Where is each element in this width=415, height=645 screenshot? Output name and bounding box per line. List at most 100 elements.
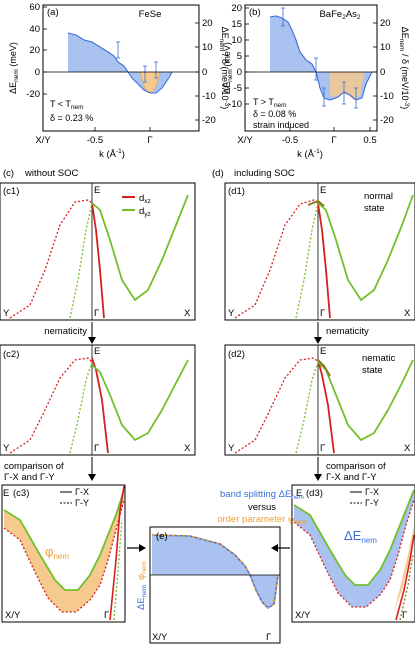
arrow-d1-d2-text: nematicity: [326, 326, 369, 337]
panel-c1-frame: [0, 182, 196, 321]
panel-a-xlabel: k (Å-1): [99, 148, 125, 160]
panel-b-cond2: δ = 0.08 %: [253, 109, 296, 119]
panel-a-ytick-1: 40: [29, 24, 40, 35]
legend-dyz-label: dyz: [139, 206, 151, 218]
c-header-label: (c): [3, 168, 14, 179]
panel-b-ylabel-right: ΔEnem / δ (meV/10-3): [398, 27, 410, 109]
panel-e-label: (e): [156, 531, 168, 542]
panel-b-xtick-1: -0.5: [282, 135, 298, 146]
panel-d1: (d1) E Y Γ X normal state: [224, 182, 415, 321]
panel-e-blue-fill: [152, 535, 250, 575]
panel-a-xtick-2: Γ: [147, 135, 152, 146]
panel-b-rtick-4: -20: [380, 115, 394, 126]
panel-b-ytick-4: 0: [237, 67, 242, 78]
panel-b-cond3: strain induced: [253, 120, 309, 130]
panel-c1-X: X: [184, 308, 191, 319]
panel-c3-orange-fill: [4, 490, 124, 612]
panel-a-cond1: T < Tnem: [50, 99, 84, 111]
panel-c2-E: E: [94, 346, 100, 357]
arrows-into-e: [127, 544, 290, 552]
panel-c3-phi: φnem: [45, 544, 69, 561]
panel-a-rtick-1: 10: [202, 42, 213, 53]
d-header-text: including SOC: [234, 168, 295, 179]
panel-b-ytick-2: 10: [231, 35, 242, 46]
panel-d2-note1: nematic: [362, 353, 396, 364]
legend-dxz-label: dxz: [139, 193, 151, 205]
panel-a-frame: [42, 4, 200, 132]
panel-d3-blue-fill: [294, 490, 414, 607]
panel-d1-X: X: [404, 308, 411, 319]
panel-b-cond1: T > Tnem: [253, 97, 287, 109]
panel-c1-E: E: [94, 185, 100, 196]
arrow-c2-c3-text2: Γ-X and Γ-Y: [4, 472, 55, 483]
panel-c2: (c2) E Y Γ X: [0, 344, 196, 456]
panel-a-xtick-0: X/Y: [35, 135, 51, 146]
panel-d3-legend-dotted: Γ-Y: [365, 498, 379, 508]
arrow-c1-c2: nematicity: [44, 322, 96, 344]
panel-c3-label: (c3): [13, 488, 29, 499]
panel-c2-Y: Y: [3, 443, 10, 454]
panel-d3-label: (d3): [306, 488, 323, 499]
panel-d2-X: X: [404, 443, 411, 454]
panel-e: band splitting ΔEnem versus order parame…: [136, 489, 307, 644]
panel-b-material: BaFe2As2: [319, 9, 360, 21]
panel-a-ylabel-right: ΔEnem / δ (meV/10-3): [218, 27, 230, 109]
panel-a-ytick-4: -20: [26, 89, 40, 100]
panel-c2-label: (c2): [3, 349, 19, 360]
panel-a-label: (a): [47, 7, 59, 18]
panel-a-material: FeSe: [139, 9, 162, 20]
panel-c3-E: E: [3, 488, 9, 499]
arrow-c2-c3: comparison of Γ-X and Γ-Y: [4, 457, 96, 483]
panel-b-frame: [244, 4, 378, 132]
panel-d3-gamma: Γ: [402, 610, 407, 621]
panel-a-ytick-0: 60: [29, 2, 40, 13]
panel-b-xtick-3: 0.5: [363, 135, 376, 146]
panel-b-rtick-0: 20: [380, 18, 391, 29]
panel-d3-XY: X/Y: [295, 610, 311, 621]
arrow-d2-d3: comparison of Γ-X and Γ-Y: [314, 457, 386, 483]
panel-e-title1: band splitting ΔEnem: [220, 489, 304, 501]
panel-b-rtick-3: -10: [380, 91, 394, 102]
panel-d2-note2: state: [362, 365, 383, 376]
panel-b-ytick-5: -5: [234, 83, 242, 94]
panel-b-left-ticks: 20 15 10 5 0 -5 -10: [228, 3, 249, 110]
panel-b-ylabel-left: ΔEnem (meV): [222, 42, 234, 94]
panel-b-x-ticks: X/Y -0.5 Γ 0.5: [237, 127, 377, 146]
arrow-d1-d2: nematicity: [314, 322, 369, 344]
panel-d1-frame: [224, 182, 415, 321]
panel-d2-label: (d2): [228, 349, 245, 360]
panel-a-x-ticks: X/Y -0.5 Γ: [35, 127, 153, 146]
panel-a-error-bars: [116, 41, 158, 83]
panel-d2-E: E: [320, 346, 326, 357]
panel-e-title3: order parameter φnem: [217, 514, 307, 526]
panel-d2-gamma: Γ: [320, 443, 325, 454]
panel-c3-legend-solid: Γ-X: [75, 487, 89, 497]
panel-a-xtick-1: -0.5: [87, 135, 103, 146]
panel-c3-XY: X/Y: [5, 610, 21, 621]
c-header-text: without SOC: [24, 168, 78, 179]
panel-d2-Y: Y: [228, 443, 235, 454]
panel-d3-delta: ΔEnem: [344, 528, 377, 545]
panel-b-rtick-1: 10: [380, 42, 391, 53]
panel-b-ytick-3: 5: [237, 51, 242, 62]
arrow-d2-d3-text2: Γ-X and Γ-Y: [326, 472, 377, 483]
panel-c3: E (c3) Γ-X Γ-Y φnem X/Y Γ: [1, 484, 126, 623]
panel-d1-E: E: [320, 185, 326, 196]
panel-d3-E: E: [296, 488, 302, 499]
panel-e-XY: X/Y: [152, 632, 168, 643]
arrow-c1-c2-text: nematicity: [44, 326, 87, 337]
panel-c1-label: (c1): [3, 186, 19, 197]
panel-b-error-bars: [281, 7, 358, 109]
panel-d1-note1: normal: [364, 191, 393, 202]
panel-c2-X: X: [184, 443, 191, 454]
panel-c1: (c1) E Y Γ X dxz dyz: [0, 182, 196, 321]
panel-b-xtick-0: X/Y: [237, 135, 253, 146]
panel-b-label: (b): [249, 7, 261, 18]
panel-d2: (d2) E Y Γ X nematic state: [224, 344, 415, 456]
panel-a-cond2: δ = 0.23 %: [50, 113, 93, 123]
panel-c3-gamma: Γ: [104, 610, 109, 621]
panel-d2-frame: [224, 344, 415, 456]
panel-b-ytick-6: -10: [228, 99, 242, 110]
panel-a-left-ticks: 60 40 20 0 -20: [26, 2, 47, 100]
